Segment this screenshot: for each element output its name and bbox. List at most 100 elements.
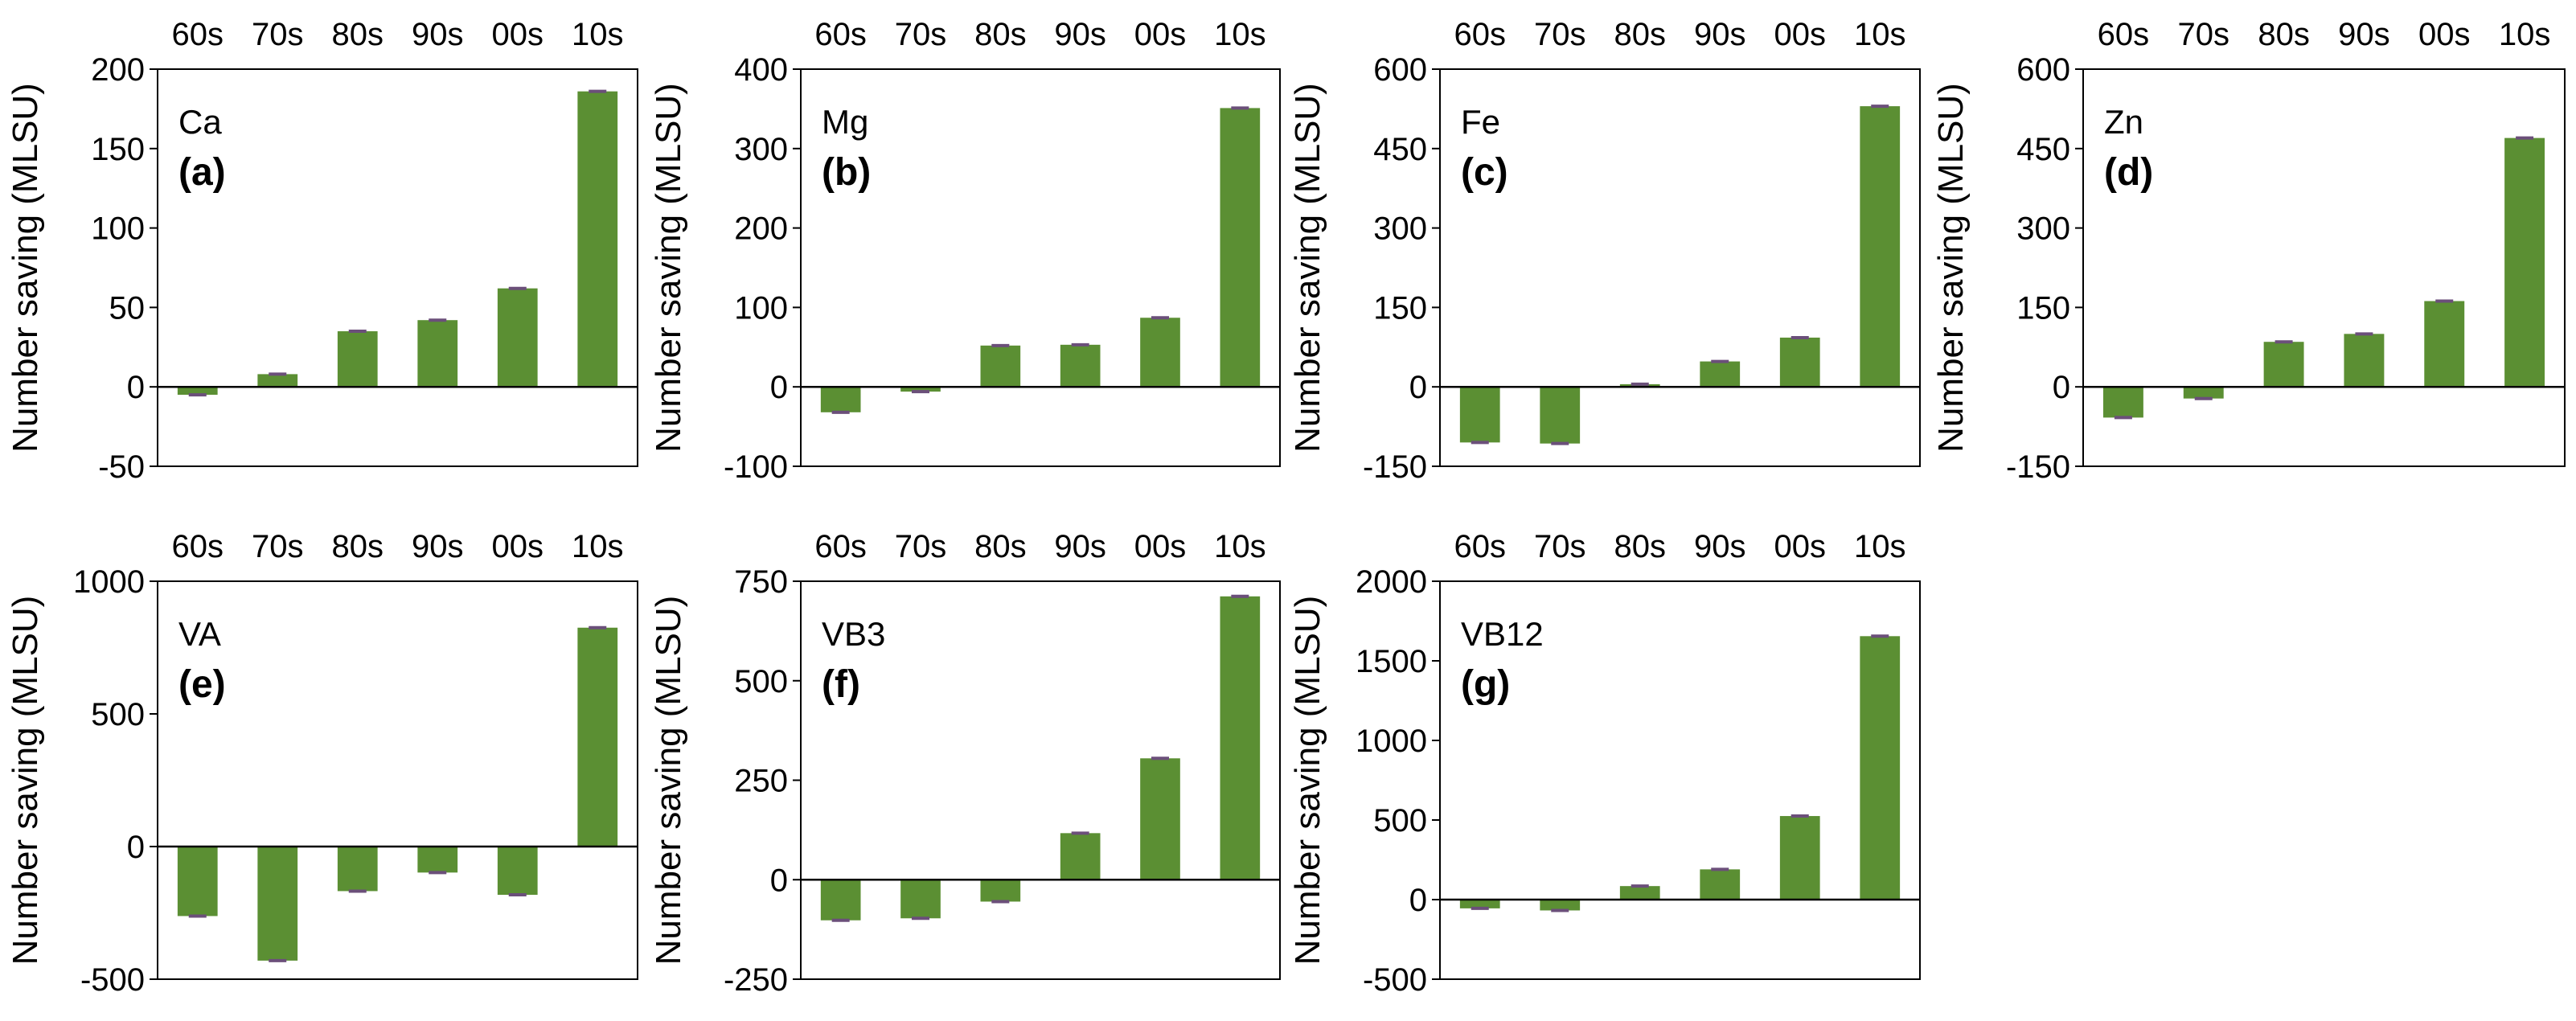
bar <box>257 374 298 387</box>
bar <box>177 387 218 396</box>
category-label: 00s <box>1134 529 1187 564</box>
y-tick-label: 150 <box>2016 290 2070 326</box>
bar <box>417 320 458 387</box>
category-label: 80s <box>2258 17 2310 52</box>
y-tick-label: 0 <box>770 370 788 405</box>
bar <box>980 345 1021 387</box>
plot-frame <box>157 580 638 980</box>
y-tick-label: 50 <box>109 290 146 326</box>
bar <box>2183 387 2224 399</box>
nutrient-label: Fe <box>1461 103 1500 141</box>
bar <box>1860 636 1901 900</box>
plot-frame <box>800 68 1281 467</box>
chart-panel: -150 0 150 300 450 600 60s 70s 80s 90s 00s 10s Fe (c)… <box>1288 17 1921 485</box>
y-tick-label: 2000 <box>1356 564 1427 600</box>
panel-label: (a) <box>178 151 226 194</box>
plot-frame <box>2082 68 2566 467</box>
y-axis-title: Number saving (MLSU) <box>1288 596 1327 966</box>
chart-panel: -100 0 100 200 300 400 60s 70s 80s 90s 00s 10s Mg (b)… <box>649 17 1281 485</box>
category-label: 80s <box>1614 17 1667 52</box>
y-tick-label: 0 <box>127 370 145 405</box>
nutrient-label: VB3 <box>822 615 885 653</box>
category-label: 70s <box>1534 17 1586 52</box>
bar <box>1540 900 1581 911</box>
category-label: 80s <box>1614 529 1667 564</box>
category-label: 00s <box>2418 17 2471 52</box>
panel-label: (e) <box>178 663 226 706</box>
bar <box>1060 833 1101 880</box>
bar <box>337 847 378 892</box>
category-label: 80s <box>974 529 1027 564</box>
chart-panel: -500 0 500 1000 1500 2000 60s 70s 80s 90s 00s 10s VB… <box>1288 529 1921 998</box>
panel-label: (f) <box>822 663 860 706</box>
panel-label: (b) <box>822 151 871 194</box>
y-axis-title: Number saving (MLSU) <box>6 83 45 453</box>
bar <box>820 387 861 412</box>
bar <box>2424 301 2465 387</box>
y-tick-label: 750 <box>734 564 788 600</box>
category-label: 00s <box>1774 529 1827 564</box>
bar <box>1779 337 1820 387</box>
y-tick-label: -500 <box>1363 962 1427 998</box>
panel-label: (d) <box>2104 151 2153 194</box>
category-label: 90s <box>1054 17 1106 52</box>
y-tick-label: 100 <box>734 290 788 326</box>
bar <box>337 331 378 387</box>
category-label: 70s <box>1534 529 1586 564</box>
nutrient-label: Ca <box>178 103 222 141</box>
y-tick-label: 1000 <box>1356 724 1427 759</box>
y-tick-label: 200 <box>91 52 145 88</box>
nutrient-label: Zn <box>2104 103 2143 141</box>
chart-panel: -500 0 500 1000 60s 70s 80s 90s 00s 10s VA (e) Numbe… <box>6 529 638 998</box>
category-label: 10s <box>1214 529 1266 564</box>
bar <box>2102 387 2143 418</box>
category-label: 60s <box>814 17 867 52</box>
category-label: 70s <box>252 17 304 52</box>
category-label: 90s <box>412 17 464 52</box>
bar <box>1619 886 1660 900</box>
plot-frame <box>157 68 638 467</box>
y-tick-label: 150 <box>91 132 145 167</box>
y-axis-title: Number saving (MLSU) <box>6 596 45 966</box>
category-label: 90s <box>1054 529 1106 564</box>
bar <box>1700 361 1741 387</box>
y-tick-label: 200 <box>734 211 788 247</box>
y-tick-label: -150 <box>1363 449 1427 485</box>
y-tick-label: 0 <box>127 830 145 865</box>
category-label: 70s <box>2178 17 2230 52</box>
category-label: 10s <box>572 17 624 52</box>
category-label: 90s <box>1694 529 1746 564</box>
y-tick-label: 150 <box>1373 290 1427 326</box>
y-tick-label: 0 <box>770 863 788 898</box>
category-label: 90s <box>1694 17 1746 52</box>
y-tick-label: 100 <box>91 211 145 247</box>
chart-panel: -150 0 150 300 450 600 60s 70s 80s 90s 00s 10s Zn (d)… <box>1931 17 2566 485</box>
y-tick-label: 500 <box>1373 803 1427 839</box>
category-label: 80s <box>332 17 384 52</box>
y-tick-label: 450 <box>2016 132 2070 167</box>
category-label: 60s <box>172 17 224 52</box>
y-tick-label: 1000 <box>73 564 145 600</box>
category-label: 60s <box>1454 17 1507 52</box>
category-label: 10s <box>1854 529 1906 564</box>
nutrient-label: Mg <box>822 103 868 141</box>
y-tick-label: 450 <box>1373 132 1427 167</box>
y-tick-label: 400 <box>734 52 788 88</box>
bar <box>1779 816 1820 900</box>
bar <box>497 288 538 387</box>
y-tick-label: -50 <box>98 449 145 485</box>
category-label: 60s <box>814 529 867 564</box>
y-axis-title: Number saving (MLSU) <box>649 83 688 453</box>
y-tick-label: 250 <box>734 764 788 799</box>
panel-label: (g) <box>1461 663 1510 706</box>
category-label: 90s <box>412 529 464 564</box>
category-label: 80s <box>974 17 1027 52</box>
bar <box>1540 387 1581 444</box>
bar <box>177 847 218 916</box>
y-tick-label: -250 <box>724 962 788 998</box>
y-tick-label: 300 <box>2016 211 2070 247</box>
bar <box>417 847 458 873</box>
bar <box>820 880 861 921</box>
category-label: 80s <box>332 529 384 564</box>
